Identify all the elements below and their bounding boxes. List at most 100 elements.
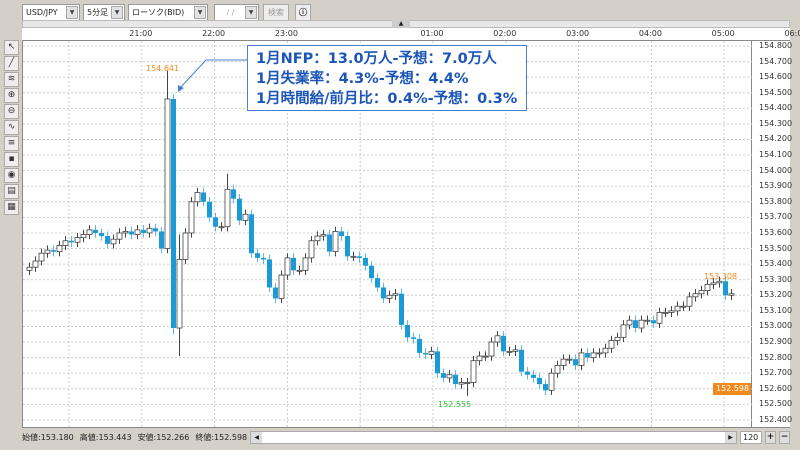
candle [710,282,717,285]
candle [548,372,555,391]
candle [698,290,705,295]
candle [375,278,380,288]
candle [626,319,633,326]
candle [644,319,651,322]
candle [62,240,69,246]
chart-type-value: ローソク(BID) [132,8,185,17]
candle [69,240,74,243]
settings-icon[interactable]: ≡ [4,136,19,151]
export-icon[interactable]: ▦ [4,200,19,215]
candle [302,257,309,271]
candle [242,213,249,221]
candle [566,358,573,361]
scroll-right-icon[interactable]: ▶ [725,432,736,443]
candle [482,355,489,358]
timeframe-select[interactable]: 5分足 ▼ [83,4,125,21]
candle [32,260,39,268]
candle [44,249,51,254]
candle [423,352,428,355]
price-tick-label: 152.800 [759,352,793,362]
info-icon[interactable]: ⓘ [295,4,311,21]
candle [99,232,104,237]
zoom-out-icon[interactable]: ⊖ [4,104,19,119]
scroll-left-icon[interactable]: ◀ [251,432,263,443]
price-tick-label: 153.500 [759,243,793,253]
nfp-annotation: 1月NFP：13.0万人-予想：7.0万人 1月失業率：4.3%-予想：4.4%… [247,45,527,111]
chevron-down-icon[interactable]: ▼ [245,6,257,19]
candle [159,231,164,249]
candle [296,269,303,272]
bar-count-input[interactable]: 120 [740,431,762,444]
candle [531,374,536,378]
candle [596,352,603,355]
candle [399,293,404,325]
zoom-minus-icon[interactable]: − [779,431,790,444]
candle [171,98,176,328]
candle [662,312,669,314]
eye-icon[interactable]: ◉ [4,168,19,183]
price-tick-label: 154.800 [759,41,793,50]
date-value: / / [226,8,235,17]
candle [501,335,506,352]
search-button[interactable]: 検索 [263,4,289,21]
zoom-plus-icon[interactable]: + [765,431,776,444]
price-tick-label: 154.400 [759,103,793,113]
date-input[interactable]: / / ▼ [214,4,259,21]
candle [38,252,45,262]
chart-area[interactable] [22,40,798,429]
candle [686,296,693,307]
candle [506,350,513,353]
zoom-in-icon[interactable]: ⊕ [4,88,19,103]
time-tick-label: 21:00 [129,29,153,38]
print-icon[interactable]: ▤ [4,184,19,199]
time-tick-label: 01:00 [420,29,444,38]
objects-icon[interactable]: ▪ [4,152,19,167]
candle [320,234,327,237]
price-tick-label: 153.200 [759,290,793,300]
candle [314,235,321,242]
candle [519,349,524,372]
candle [633,320,638,328]
status-high: 高値:153.443 [79,433,132,442]
candle [129,231,134,235]
candle [86,229,93,235]
candle [470,360,477,383]
line-icon[interactable]: ╱ [4,56,19,71]
candle [704,283,711,292]
cursor-icon[interactable]: ↖ [4,40,19,55]
price-axis[interactable]: 154.800 154.700 154.600 154.500 154.400 154.3… [752,40,793,428]
candle [405,324,410,338]
candle [428,350,435,355]
chevron-down-icon[interactable]: ▼ [194,6,206,19]
price-tick-label: 153.700 [759,212,793,222]
price-tick-label: 154.100 [759,150,793,160]
candle [224,188,231,228]
chevron-down-icon[interactable]: ▼ [111,6,123,19]
indicator-icon[interactable]: ∿ [4,120,19,135]
time-tick-label: 05:00 [711,29,735,38]
candle [213,217,218,227]
candle [182,232,189,260]
symbol-select[interactable]: USD/JPY ▼ [22,4,80,21]
fibonacci-icon[interactable]: ≋ [4,72,19,87]
candle [357,256,362,258]
collapse-arrow-icon[interactable]: ▲ [392,20,410,28]
candle [80,234,87,239]
price-tick-label: 153.800 [759,196,793,206]
candlestick-chart [23,41,798,429]
price-tick-label: 154.200 [759,134,793,144]
candle [608,340,615,349]
candle [110,238,117,245]
candle [525,371,530,375]
candle [411,337,416,339]
candle [237,198,242,221]
candle [585,352,590,358]
chart-type-select[interactable]: ローソク(BID) ▼ [128,4,208,21]
horizontal-scrollbar[interactable]: ◀ ▶ [250,431,737,444]
candle [122,231,129,234]
candle [116,232,123,240]
candle [573,359,578,366]
price-tick-label: 152.400 [759,414,793,424]
chevron-down-icon[interactable]: ▼ [66,6,78,19]
candle [74,237,81,243]
